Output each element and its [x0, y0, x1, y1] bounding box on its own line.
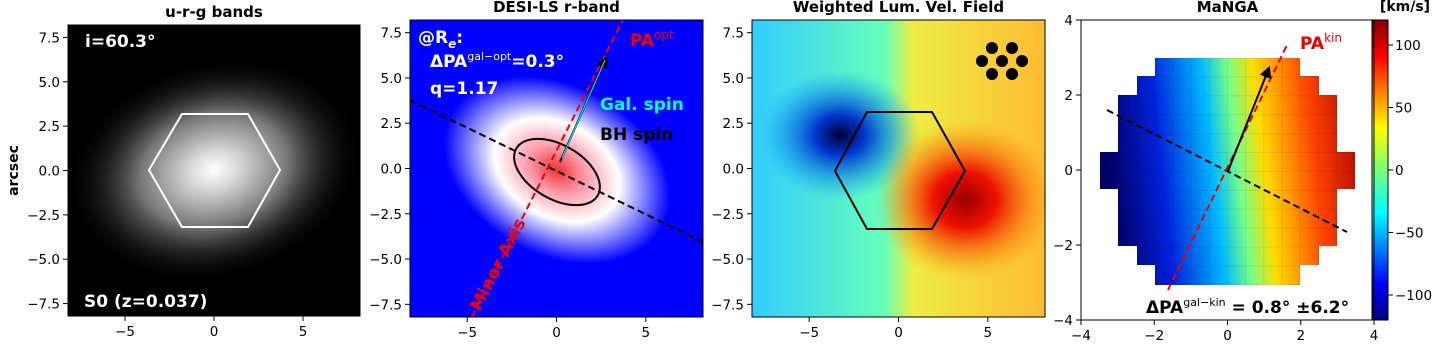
y-tick-label: −2: [1053, 238, 1073, 254]
y-tick-label: 5.0: [39, 75, 60, 91]
x-tick-label: −5: [799, 325, 819, 341]
x-tick-label: 0: [894, 325, 903, 341]
y-tick-label: −7.5: [27, 297, 60, 313]
velocity-field: [752, 20, 1045, 317]
text: opt: [654, 28, 674, 42]
y-tick-label: 4: [1064, 13, 1073, 29]
y-tick-label: 0: [1064, 163, 1073, 179]
y-tick-label: −2.5: [27, 208, 60, 224]
y-tick-label: −7.5: [711, 297, 744, 313]
y-tick-label: 2: [1064, 88, 1073, 104]
x-tick-label: 5: [299, 324, 308, 340]
text: PA: [630, 31, 655, 51]
y-tick-label: −2.5: [711, 207, 744, 223]
text: @R: [418, 28, 448, 48]
x-tick-label: 0: [210, 324, 219, 340]
text: kin: [1324, 31, 1342, 45]
x-tick-label: 5: [984, 325, 993, 341]
text: ΔPA: [1146, 298, 1184, 318]
colorbar-tick-label: −100: [1395, 288, 1432, 304]
annotation: PAkin: [1300, 31, 1342, 54]
annotation: @Re:: [418, 28, 463, 51]
text: = 0.8° ±6.2°: [1226, 298, 1349, 318]
text: :: [456, 28, 463, 48]
text: gal−kin: [1183, 296, 1225, 309]
text: =0.3°: [511, 52, 564, 72]
y-tick-label: −5.0: [27, 252, 60, 268]
galaxy-image: [68, 25, 360, 316]
y-tick-label: 2.5: [381, 116, 402, 132]
x-tick-label: 4: [1370, 328, 1379, 344]
x-tick-label: 5: [642, 325, 651, 341]
text: e: [448, 37, 456, 51]
annotation: ΔPAgal−kin = 0.8° ±6.2°: [1146, 296, 1349, 318]
text: PA: [1300, 34, 1325, 54]
y-tick-label: 0.0: [381, 162, 402, 178]
y-tick-label: −7.5: [369, 297, 402, 313]
y-tick-label: 0.0: [39, 164, 60, 180]
colorbar-tick-label: 0: [1395, 163, 1404, 179]
text: gal−opt: [467, 50, 512, 63]
y-tick-label: 0.0: [723, 162, 744, 178]
y-tick-label: 7.5: [723, 26, 744, 42]
y-tick-label: 2.5: [39, 119, 60, 135]
y-axis-label: arcsec: [6, 145, 22, 196]
x-tick-label: 2: [1296, 328, 1305, 344]
x-tick-label: −5: [457, 325, 477, 341]
annotation: Gal. spin: [600, 95, 684, 115]
y-tick-label: 5.0: [723, 71, 744, 87]
x-tick-label: −5: [115, 324, 135, 340]
optical-image: [410, 20, 703, 317]
colorbar-tick-label: 100: [1395, 38, 1421, 54]
panel-title: u-r-g bands: [165, 3, 263, 21]
y-tick-label: 5.0: [381, 71, 402, 87]
panel-title: DESI-LS r-band: [493, 0, 620, 16]
y-tick-label: −4: [1053, 313, 1073, 329]
x-tick-label: 0: [552, 325, 561, 341]
colorbar-label: [km/s]: [1380, 0, 1430, 15]
annotation: S0 (z=0.037): [84, 292, 207, 312]
y-tick-label: −5.0: [369, 252, 402, 268]
y-tick-label: 2.5: [723, 116, 744, 132]
annotation: i=60.3°: [85, 32, 156, 52]
x-tick-label: −2: [1144, 328, 1164, 344]
colorbar-tick-label: 50: [1395, 101, 1412, 117]
y-tick-label: −5.0: [711, 252, 744, 268]
y-tick-label: 7.5: [39, 30, 60, 46]
colorbar-tick-label: −50: [1395, 226, 1424, 242]
manga-map: [1100, 44, 1355, 291]
y-tick-label: 7.5: [381, 26, 402, 42]
panel-title: MaNGA: [1197, 0, 1259, 16]
x-tick-label: 0: [1223, 328, 1232, 344]
y-tick-label: −2.5: [369, 207, 402, 223]
panel-title: Weighted Lum. Vel. Field: [793, 0, 1004, 16]
annotation: PAopt: [630, 28, 674, 51]
annotation: q=1.17: [430, 79, 498, 99]
annotation: ΔPAgal−opt=0.3°: [430, 50, 564, 72]
x-tick-label: −4: [1071, 328, 1091, 344]
annotation: BH spin: [600, 125, 673, 145]
text: ΔPA: [430, 52, 468, 72]
